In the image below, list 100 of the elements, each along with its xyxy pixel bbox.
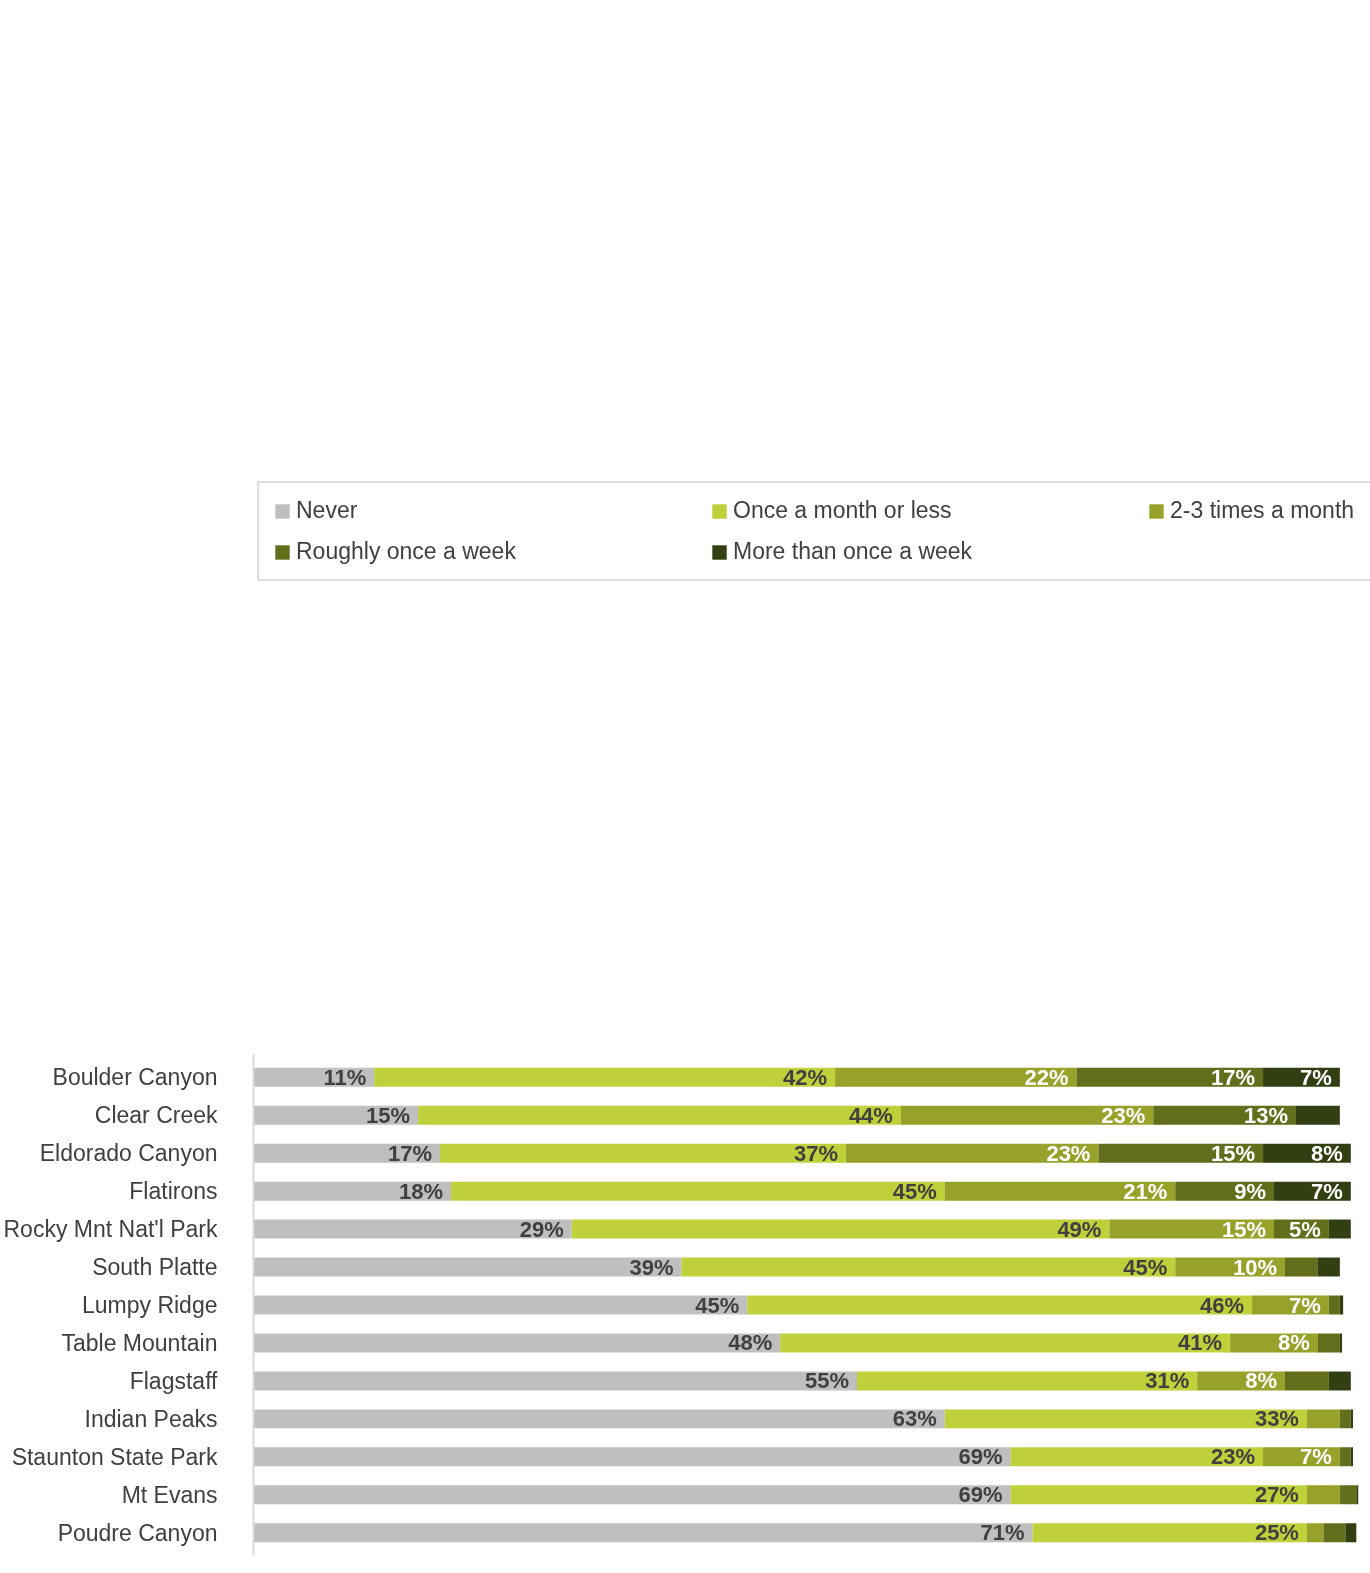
data-label: 8% [1245,1368,1277,1394]
bar [418,1105,901,1125]
data-label: 15% [366,1102,411,1128]
bar [253,1447,1011,1467]
y-tick-label: Poudre Canyon [57,1519,218,1546]
y-tick-label: South Platte [92,1254,218,1281]
bar [1306,1523,1324,1543]
bar [1339,1333,1343,1353]
bar [440,1143,847,1163]
bar [253,1295,748,1315]
bar [1010,1447,1264,1467]
bar [1306,1485,1340,1505]
data-label: 17% [388,1140,433,1166]
data-label: 22% [1024,1064,1069,1090]
legend-label: Roughly once a week [296,538,517,565]
legend-label: More than once a week [733,538,974,565]
bar [780,1333,1231,1353]
bar [253,1523,1033,1543]
data-label: 44% [848,1102,893,1128]
bar [1284,1257,1318,1277]
bar [1328,1219,1351,1239]
bar [374,1067,836,1087]
data-label: 23% [1101,1102,1146,1128]
data-label: 45% [1123,1254,1168,1280]
data-label: 49% [1057,1216,1102,1242]
data-label: 7% [1289,1292,1321,1318]
data-label: 8% [1278,1330,1310,1356]
bar [1350,1409,1354,1429]
bar [857,1371,1198,1391]
data-label: 46% [1200,1292,1245,1318]
y-tick-label: Flagstaff [129,1367,219,1394]
data-label: 69% [958,1444,1003,1470]
bar [1323,1523,1346,1543]
bar [1076,1067,1264,1087]
data-label: 23% [1046,1140,1091,1166]
y-tick-label: Staunton State Park [11,1443,218,1470]
data-label: 45% [695,1292,740,1318]
data-label: 48% [728,1330,773,1356]
data-label: 27% [1254,1482,1299,1508]
bar [253,1371,858,1391]
data-label: 42% [783,1064,828,1090]
bar [1010,1485,1307,1505]
bar [1345,1523,1357,1543]
bar [1295,1105,1340,1125]
bar [846,1143,1099,1163]
bar [253,1409,945,1429]
legend-label: Once a month or less [733,497,953,524]
y-tick-label: Clear Creek [94,1102,218,1129]
data-label: 15% [1211,1140,1256,1166]
bar [1339,1447,1351,1467]
y-tick-label: Indian Peaks [84,1405,218,1432]
y-tick-label: Table Mountain [61,1329,218,1356]
data-label: 7% [1300,1064,1332,1090]
y-tick-label: Flatirons [129,1178,218,1205]
data-label: 55% [804,1368,850,1394]
data-label: 37% [794,1140,839,1166]
y-tick-label: Boulder Canyon [52,1064,218,1091]
bar [944,1181,1176,1201]
data-label: 11% [323,1064,367,1090]
data-label: 29% [519,1216,564,1242]
bar [571,1219,1110,1239]
bar [835,1067,1077,1087]
data-label: 5% [1289,1216,1321,1242]
y-tick-label: Lumpy Ridge [81,1292,218,1318]
data-label: 41% [1178,1330,1223,1356]
bar [1306,1409,1340,1429]
data-label: 63% [892,1406,937,1432]
data-label: 18% [398,1178,444,1204]
data-label: 8% [1311,1140,1343,1166]
bar [944,1409,1307,1429]
data-label: 7% [1311,1178,1343,1204]
bar [451,1181,945,1201]
data-label: 23% [1211,1444,1256,1470]
bar [1328,1371,1351,1391]
y-tick-label: Mt Evans [121,1481,218,1508]
bar [1356,1485,1359,1505]
bar [900,1105,1154,1125]
data-label: 9% [1234,1178,1267,1204]
bar [747,1295,1253,1315]
bar [1317,1257,1340,1277]
data-label: 69% [958,1482,1003,1508]
bar [253,1257,682,1277]
data-label: 33% [1254,1406,1299,1432]
bar [1032,1523,1307,1543]
data-label: 39% [629,1254,674,1280]
data-label: 17% [1211,1064,1256,1090]
bar [1317,1333,1340,1353]
y-tick-label: Rocky Mnt Nat'l Park [3,1216,218,1243]
data-label: 45% [892,1178,937,1204]
data-label: 10% [1232,1254,1277,1280]
legend-label: 2-3 times a month [1170,497,1356,524]
y-tick-label: Eldorado Canyon [39,1140,218,1167]
data-label: 25% [1254,1520,1299,1546]
legend-label: Never [296,497,359,524]
data-label: 71% [980,1520,1025,1546]
data-label: 13% [1243,1102,1288,1128]
data-label: 21% [1123,1178,1168,1204]
data-label: 7% [1300,1444,1332,1470]
bar [1339,1409,1351,1429]
bar [253,1485,1011,1505]
